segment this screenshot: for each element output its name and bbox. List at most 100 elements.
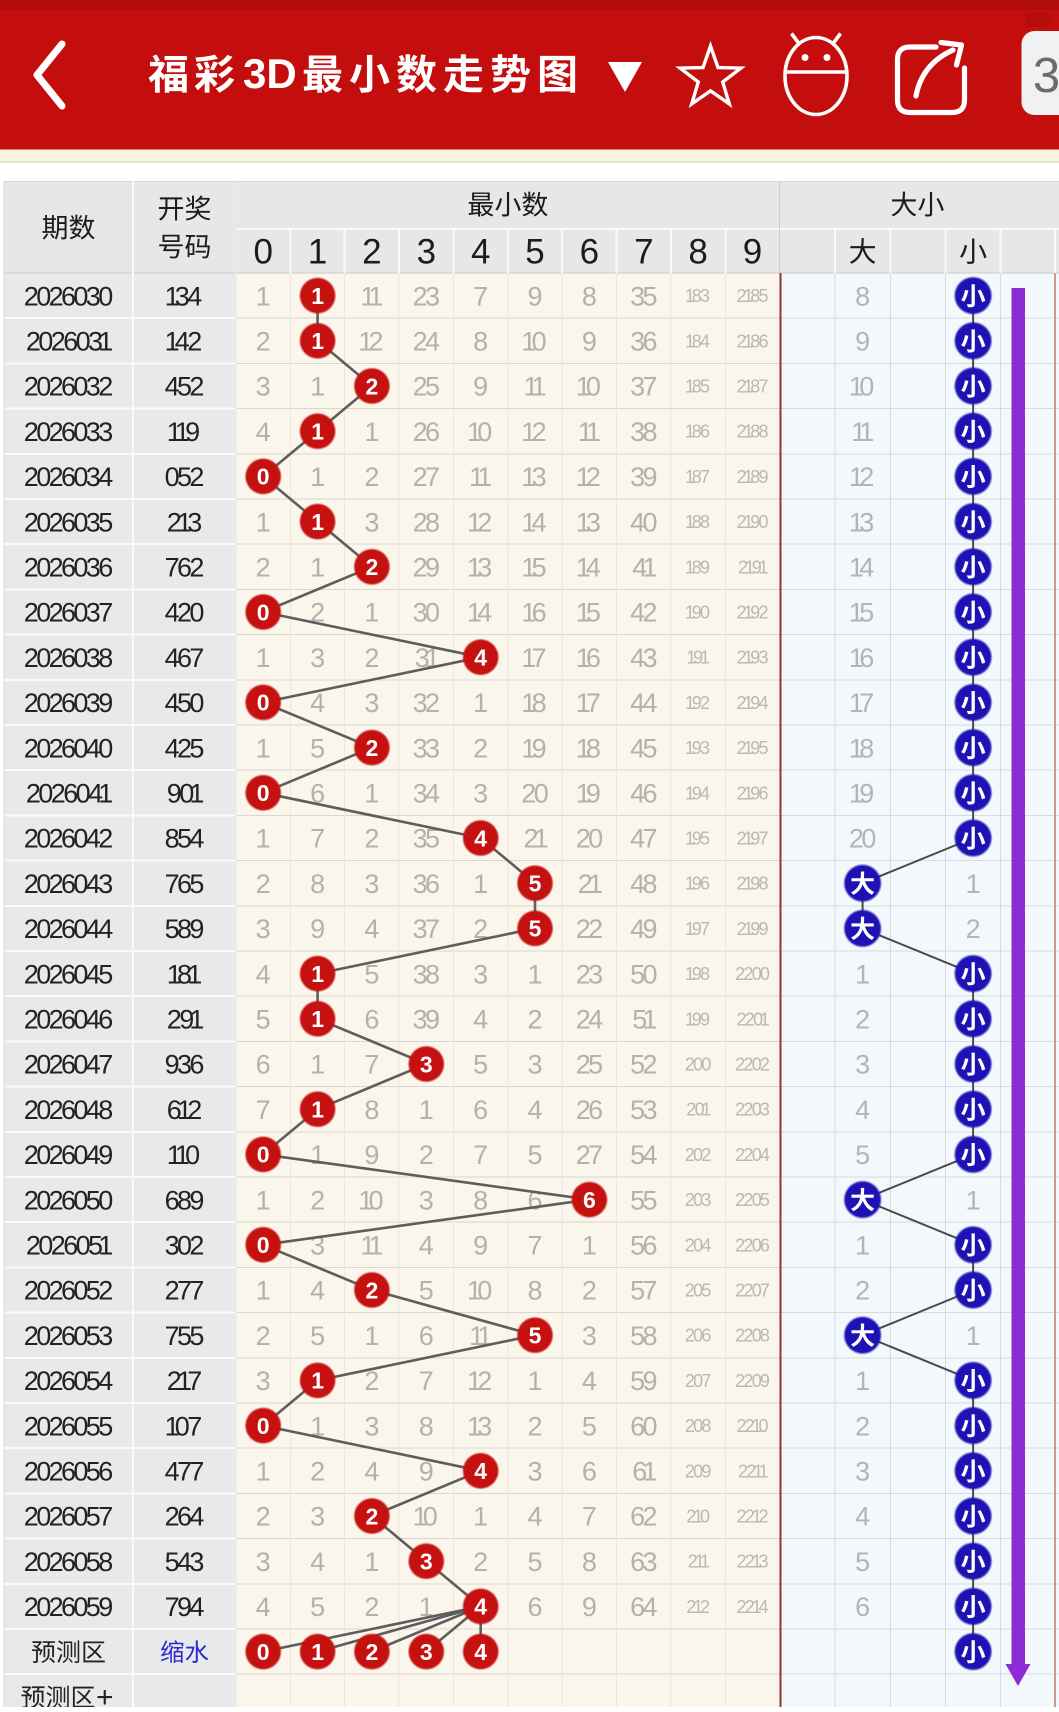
svg-text:210: 210 (686, 1507, 710, 1527)
svg-text:+: + (96, 1681, 114, 1707)
svg-text:19: 19 (521, 733, 546, 763)
svg-text:2208: 2208 (735, 1326, 770, 1346)
svg-text:63: 63 (630, 1547, 657, 1577)
svg-text:2207: 2207 (735, 1281, 770, 1301)
svg-text:0: 0 (257, 464, 270, 490)
svg-text:9: 9 (364, 1140, 379, 1170)
svg-text:8: 8 (688, 233, 707, 272)
svg-text:142: 142 (165, 327, 203, 357)
svg-text:2026037: 2026037 (24, 598, 114, 628)
svg-text:6: 6 (473, 1095, 488, 1125)
svg-text:3: 3 (1033, 49, 1059, 103)
svg-text:9: 9 (527, 281, 542, 311)
svg-text:2026031: 2026031 (26, 327, 113, 357)
svg-text:1: 1 (311, 509, 324, 535)
svg-text:6: 6 (364, 1005, 379, 1035)
svg-text:50: 50 (630, 959, 657, 989)
svg-text:2: 2 (366, 373, 379, 399)
svg-text:10: 10 (576, 372, 601, 402)
svg-text:217: 217 (167, 1366, 203, 1396)
svg-text:184: 184 (685, 331, 710, 351)
svg-text:58: 58 (630, 1321, 657, 1351)
svg-text:1: 1 (311, 419, 324, 445)
svg-text:11: 11 (469, 462, 492, 492)
svg-text:59: 59 (630, 1366, 657, 1396)
svg-text:2: 2 (364, 643, 379, 673)
svg-text:2: 2 (366, 554, 379, 580)
svg-text:1: 1 (364, 1321, 379, 1351)
svg-text:2197: 2197 (737, 829, 769, 849)
svg-text:5: 5 (855, 1140, 870, 1170)
svg-text:1: 1 (527, 1366, 542, 1396)
svg-text:181: 181 (167, 959, 203, 989)
svg-text:2026041: 2026041 (26, 779, 113, 809)
svg-text:15: 15 (576, 598, 601, 628)
svg-text:1: 1 (256, 1457, 271, 1487)
svg-text:29: 29 (413, 553, 440, 583)
svg-text:56: 56 (630, 1231, 657, 1261)
svg-text:12: 12 (358, 327, 383, 357)
svg-text:49: 49 (630, 914, 657, 944)
svg-text:40: 40 (630, 507, 657, 537)
svg-text:450: 450 (165, 688, 205, 718)
svg-text:6: 6 (527, 1185, 542, 1215)
svg-text:4: 4 (474, 1594, 487, 1620)
svg-text:10: 10 (467, 1276, 492, 1306)
svg-text:1: 1 (311, 1639, 324, 1665)
svg-text:3: 3 (364, 507, 379, 537)
svg-text:1: 1 (364, 779, 379, 809)
svg-text:3: 3 (364, 869, 379, 899)
svg-text:202: 202 (685, 1145, 712, 1165)
svg-text:765: 765 (165, 869, 205, 899)
svg-text:0: 0 (257, 1232, 270, 1258)
svg-text:26: 26 (413, 417, 440, 447)
svg-text:2026044: 2026044 (24, 914, 114, 944)
svg-text:21: 21 (578, 869, 603, 899)
svg-text:10: 10 (467, 417, 492, 447)
svg-text:5: 5 (582, 1411, 597, 1441)
svg-text:4: 4 (310, 1547, 325, 1577)
svg-text:35: 35 (630, 281, 657, 311)
svg-text:188: 188 (685, 512, 710, 532)
svg-text:13: 13 (521, 462, 546, 492)
svg-text:1: 1 (473, 688, 488, 718)
svg-text:20: 20 (849, 824, 877, 854)
svg-text:1: 1 (256, 507, 271, 537)
svg-text:2: 2 (855, 1005, 870, 1035)
svg-text:8: 8 (473, 327, 488, 357)
svg-text:44: 44 (630, 688, 657, 718)
svg-text:2: 2 (256, 553, 271, 583)
svg-text:14: 14 (576, 553, 601, 583)
svg-text:2026050: 2026050 (24, 1185, 114, 1215)
svg-text:107: 107 (165, 1411, 203, 1441)
svg-text:2: 2 (364, 462, 379, 492)
svg-text:4: 4 (527, 1095, 542, 1125)
svg-text:200: 200 (685, 1055, 712, 1075)
svg-text:7: 7 (256, 1095, 271, 1125)
svg-text:2202: 2202 (735, 1055, 770, 1075)
svg-text:755: 755 (165, 1321, 205, 1351)
svg-text:2186: 2186 (737, 331, 769, 351)
svg-text:3: 3 (855, 1457, 870, 1487)
svg-text:36: 36 (413, 869, 440, 899)
svg-text:1: 1 (311, 283, 324, 309)
svg-text:6: 6 (582, 1457, 597, 1487)
svg-text:2: 2 (256, 1321, 271, 1351)
svg-text:1: 1 (855, 959, 870, 989)
svg-text:2214: 2214 (737, 1597, 769, 1617)
svg-text:191: 191 (686, 648, 710, 668)
svg-text:60: 60 (630, 1411, 657, 1441)
svg-text:1: 1 (473, 869, 488, 899)
svg-text:14: 14 (467, 598, 492, 628)
svg-text:192: 192 (685, 693, 710, 713)
svg-text:2192: 2192 (737, 603, 769, 623)
svg-text:2: 2 (364, 1592, 379, 1622)
svg-text:2194: 2194 (737, 693, 769, 713)
svg-text:2026033: 2026033 (24, 417, 114, 447)
svg-text:2195: 2195 (737, 738, 769, 758)
svg-text:30: 30 (413, 598, 440, 628)
svg-text:2026047: 2026047 (24, 1050, 114, 1080)
svg-text:291: 291 (167, 1005, 205, 1035)
svg-text:11: 11 (524, 372, 547, 402)
svg-text:3: 3 (310, 643, 325, 673)
